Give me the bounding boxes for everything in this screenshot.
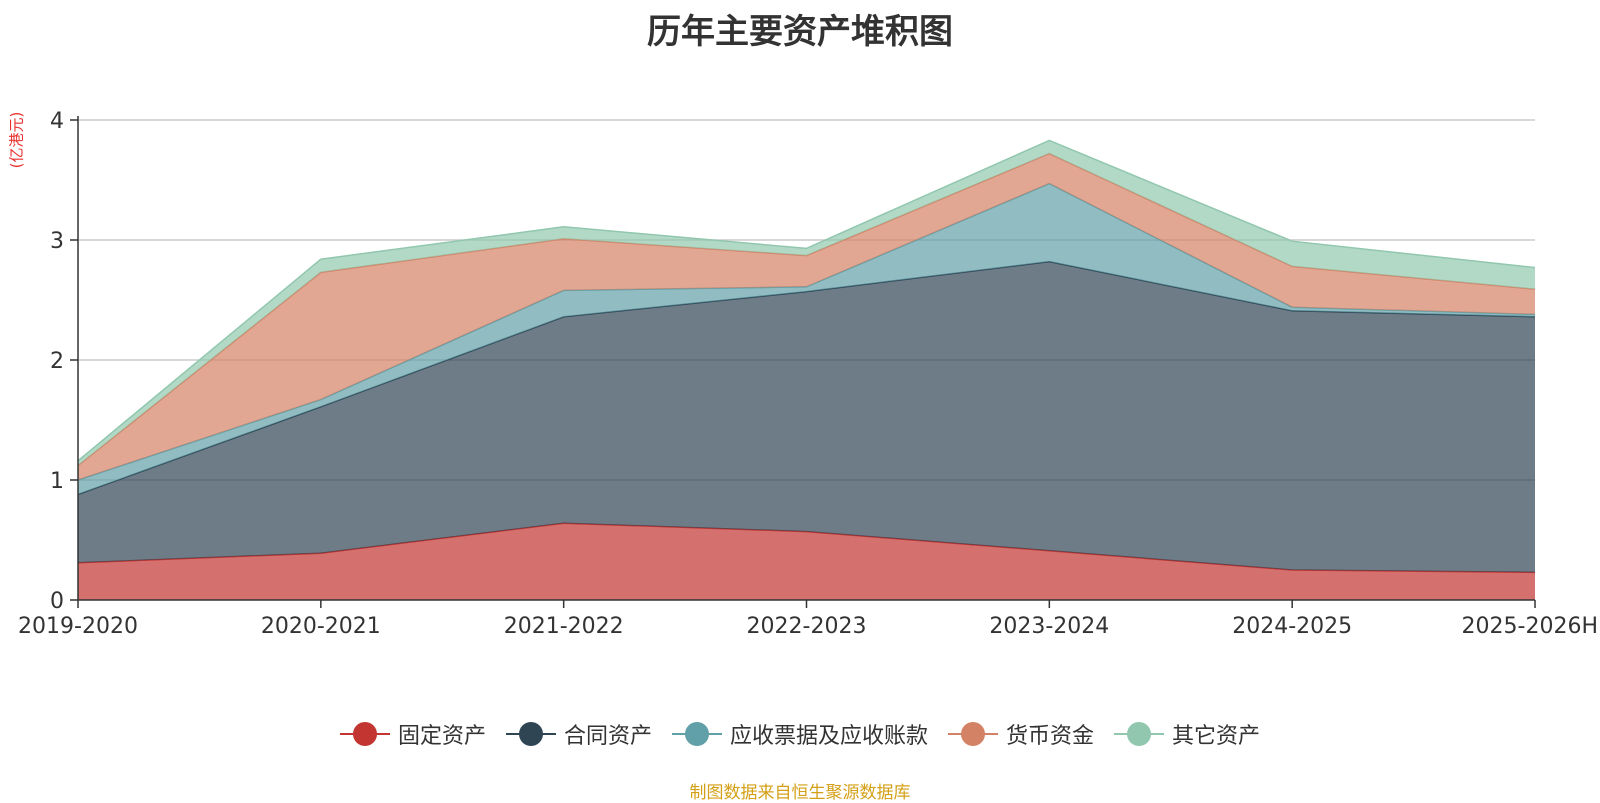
x-tick-label: 2025-2026H	[1462, 614, 1598, 639]
y-tick-label: 2	[50, 349, 64, 374]
y-tick-label: 0	[50, 589, 64, 614]
x-tick-label: 2021-2022	[504, 614, 624, 639]
legend-label: 其它资产	[1172, 724, 1261, 749]
chart-title: 历年主要资产堆积图	[647, 12, 953, 52]
y-tick-label: 3	[50, 229, 64, 254]
legend-marker-icon	[339, 721, 390, 747]
legend-item[interactable]: 其它资产	[1114, 718, 1260, 750]
area-edge-其它资产	[77, 139, 1536, 462]
y-tick-label: 1	[50, 469, 64, 494]
axes: 0 1 2 3 4 2019-2020 2020-2021 2021-2022 2022-202…	[18, 109, 1598, 639]
x-tick-label: 2023-2024	[989, 614, 1109, 639]
legend-item[interactable]: 应收票据及应收账款	[671, 718, 928, 750]
legend-item[interactable]: 合同资产	[505, 718, 652, 750]
x-tick-label: 2019-2020	[18, 614, 138, 639]
stacked-area-chart: 0 1 2 3 4 2019-2020 2020-2021 2021-2022 2022-202…	[18, 109, 1598, 639]
legend-marker-icon	[671, 721, 722, 747]
legend-label: 货币资金	[1006, 724, 1095, 749]
legend-label: 固定资产	[397, 724, 486, 749]
x-tick-label: 2024-2025	[1232, 614, 1352, 639]
y-tick-label: 4	[50, 109, 64, 134]
x-tick-label: 2020-2021	[261, 614, 381, 639]
area-应收票据及应收账款	[78, 183, 1535, 495]
legend-marker-icon	[1114, 721, 1165, 747]
area-固定资产	[78, 523, 1535, 600]
area-合同资产	[78, 261, 1535, 573]
legend-marker-icon	[948, 721, 998, 747]
legend-label: 合同资产	[563, 724, 652, 749]
area-series	[77, 139, 1536, 600]
legend: 固定资产 合同资产 应收票据及应收账款 货币资金 其它资产	[0, 718, 1600, 750]
legend-label: 应收票据及应收账款	[729, 724, 928, 749]
legend-item[interactable]: 货币资金	[948, 718, 1094, 750]
source-note: 制图数据来自恒生聚源数据库	[689, 783, 911, 803]
legend-item[interactable]: 固定资产	[339, 718, 486, 750]
area-货币资金	[78, 153, 1535, 480]
legend-marker-icon	[505, 721, 556, 747]
x-tick-label: 2022-2023	[747, 614, 867, 639]
